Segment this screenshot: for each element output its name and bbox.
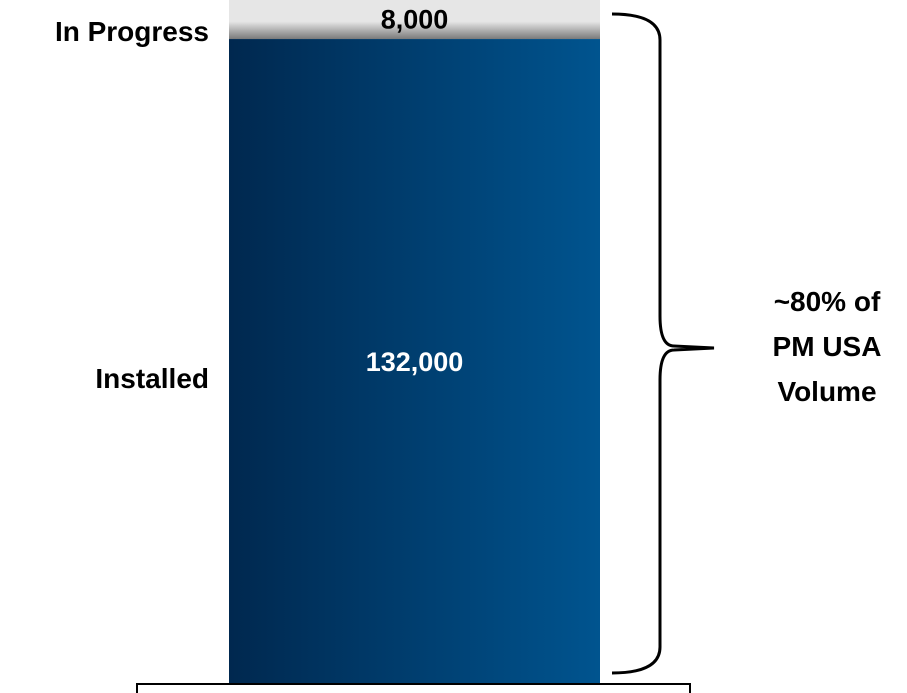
bar-segment-installed <box>229 39 600 684</box>
series-label-in-progress: In Progress <box>55 16 209 47</box>
brace-annotation <box>611 12 715 675</box>
bar-segment-in-progress <box>229 0 600 40</box>
annotation-line-1: ~80% of <box>774 286 881 317</box>
category-axis-box <box>136 683 691 693</box>
annotation-line-3: Volume <box>777 376 876 407</box>
chart-marks: 132,000 Installed 8,000 In Progress ~80% of P… <box>55 0 882 693</box>
annotation-line-2: PM USA <box>773 331 882 362</box>
series-label-installed: Installed <box>95 363 209 394</box>
data-label-in-progress: 8,000 <box>381 5 449 35</box>
data-label-installed: 132,000 <box>366 347 464 377</box>
